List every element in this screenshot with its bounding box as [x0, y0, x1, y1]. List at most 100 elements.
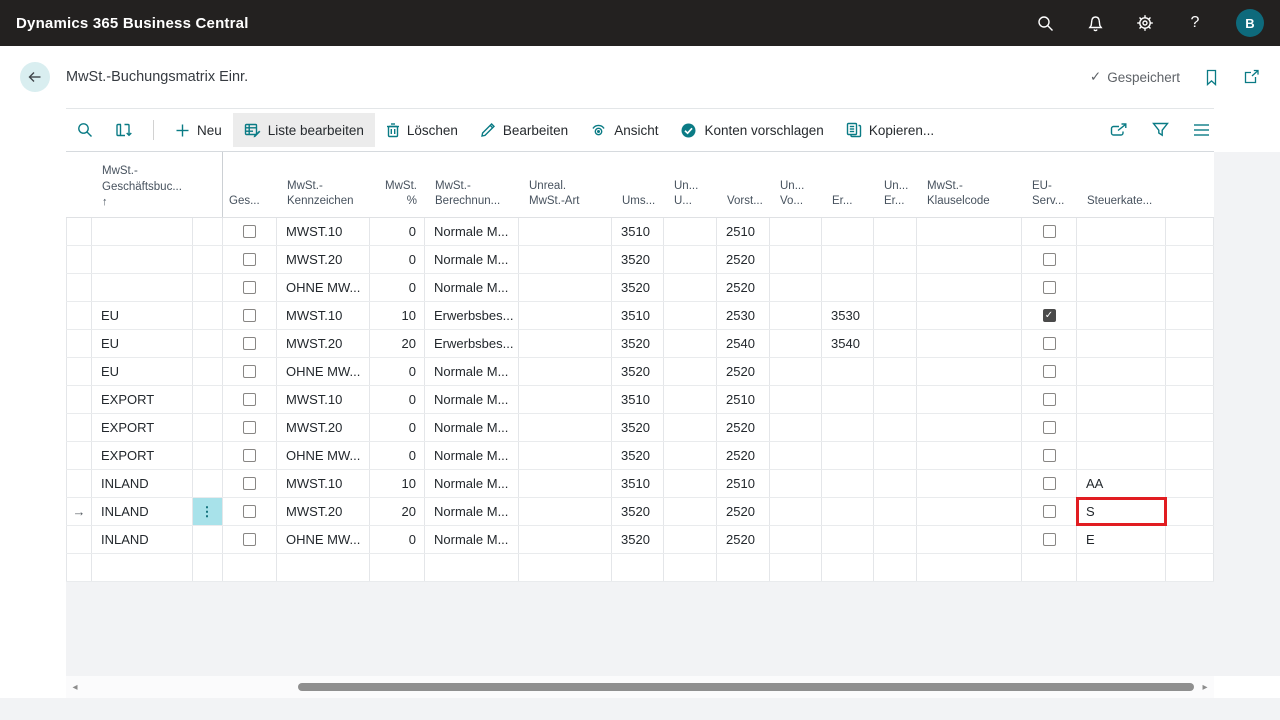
cell-gruppe[interactable]: EXPORT [92, 442, 193, 469]
cell-vorst[interactable]: 2520 [717, 526, 770, 553]
cell-er[interactable] [822, 470, 874, 497]
cell-vorst[interactable]: 2510 [717, 386, 770, 413]
cell-unreal[interactable] [519, 330, 612, 357]
cell-er[interactable] [822, 274, 874, 301]
col-header-er[interactable]: Er... [832, 195, 853, 208]
cell-steuerkat[interactable] [1077, 386, 1166, 413]
ges-checkbox[interactable] [243, 393, 256, 406]
cell-unU[interactable] [664, 442, 717, 469]
cell-euserv[interactable] [1022, 330, 1077, 357]
cell-ums[interactable]: 3520 [612, 442, 664, 469]
cell-euserv[interactable] [1022, 470, 1077, 497]
cell-berechnung[interactable]: Erwerbsbes... [425, 302, 519, 329]
cell-er[interactable] [822, 218, 874, 245]
cell-unVo[interactable] [770, 330, 822, 357]
table-row[interactable]: → INLAND ⋮ MWST.20 20 Normale M... 3520 2520 S [66, 497, 1214, 526]
col-header-unreal[interactable]: Unreal. MwSt.-Art [529, 179, 580, 208]
list-options-icon[interactable] [1193, 113, 1210, 147]
euserv-checkbox[interactable] [1042, 533, 1056, 546]
cell-unU[interactable] [664, 386, 717, 413]
cell-klausel[interactable] [917, 386, 1022, 413]
cell-unEr[interactable] [874, 498, 917, 525]
euserv-checkbox[interactable] [1042, 421, 1056, 434]
cell-steuerkat[interactable]: AA [1077, 470, 1166, 497]
cell-unreal[interactable] [519, 442, 612, 469]
cell-steuerkat[interactable] [1077, 442, 1166, 469]
euserv-checkbox[interactable] [1042, 477, 1056, 490]
col-header-ums[interactable]: Ums... [622, 195, 656, 208]
search-icon[interactable] [1036, 14, 1054, 32]
cell-kennzeichen[interactable]: MWST.10 [277, 218, 370, 245]
cell-berechnung[interactable]: Normale M... [425, 218, 519, 245]
cell-gruppe[interactable]: EU [92, 302, 193, 329]
cell-euserv[interactable] [1022, 386, 1077, 413]
cell-prozent[interactable]: 0 [370, 386, 425, 413]
cell-berechnung[interactable]: Normale M... [425, 498, 519, 525]
euserv-checkbox[interactable]: ✓ [1042, 309, 1056, 322]
cell-ums[interactable]: 3510 [612, 218, 664, 245]
cell-euserv[interactable] [1022, 414, 1077, 441]
cell-prozent[interactable]: 0 [370, 246, 425, 273]
cell-unEr[interactable] [874, 246, 917, 273]
cell-unU[interactable] [664, 414, 717, 441]
cell-steuerkat[interactable] [1077, 330, 1166, 357]
cell-gruppe[interactable] [92, 218, 193, 245]
suggest-accounts-button[interactable]: Konten vorschlagen [669, 113, 834, 147]
cell-unreal[interactable] [519, 526, 612, 553]
open-in-new-window-icon[interactable] [1243, 69, 1260, 85]
ges-checkbox[interactable] [243, 253, 256, 266]
cell-ums[interactable]: 3510 [612, 470, 664, 497]
cell-rowmenu[interactable] [193, 302, 223, 329]
cell-prozent[interactable]: 10 [370, 470, 425, 497]
cell-steuerkat[interactable] [1077, 246, 1166, 273]
avatar[interactable]: B [1236, 9, 1264, 37]
cell-ges[interactable] [223, 386, 277, 413]
cell-berechnung[interactable]: Normale M... [425, 470, 519, 497]
cell-unEr[interactable] [874, 274, 917, 301]
cell-unU[interactable] [664, 246, 717, 273]
cell-ges[interactable] [223, 414, 277, 441]
ges-checkbox[interactable] [243, 477, 256, 490]
cell-unreal[interactable] [519, 246, 612, 273]
cell-ges[interactable] [223, 330, 277, 357]
ges-checkbox[interactable] [243, 533, 256, 546]
cell-berechnung[interactable]: Normale M... [425, 442, 519, 469]
delete-button[interactable]: Löschen [375, 113, 469, 147]
cell-steuerkat[interactable] [1077, 218, 1166, 245]
cell-unEr[interactable] [874, 330, 917, 357]
cell-euserv[interactable] [1022, 526, 1077, 553]
cell-prozent[interactable]: 20 [370, 498, 425, 525]
cell-vorst[interactable]: 2520 [717, 358, 770, 385]
euserv-checkbox[interactable] [1042, 225, 1056, 238]
cell-unreal[interactable] [519, 358, 612, 385]
cell-rowmenu[interactable] [193, 218, 223, 245]
cell-vorst[interactable]: 2520 [717, 246, 770, 273]
cell-klausel[interactable] [917, 274, 1022, 301]
cell-prozent[interactable]: 0 [370, 526, 425, 553]
ges-checkbox[interactable] [243, 421, 256, 434]
cell-vorst[interactable]: 2520 [717, 274, 770, 301]
cell-er[interactable] [822, 386, 874, 413]
help-icon[interactable]: ? [1190, 14, 1200, 31]
cell-kennzeichen[interactable]: MWST.20 [277, 498, 370, 525]
cell-er[interactable]: 3530 [822, 302, 874, 329]
cell-ges[interactable] [223, 358, 277, 385]
cell-berechnung[interactable]: Normale M... [425, 274, 519, 301]
cell-unU[interactable] [664, 302, 717, 329]
cell-gruppe[interactable] [92, 274, 193, 301]
euserv-checkbox[interactable] [1042, 281, 1056, 294]
cell-klausel[interactable] [917, 302, 1022, 329]
cell-unVo[interactable] [770, 498, 822, 525]
table-row[interactable]: EU OHNE MW... 0 Normale M... 3520 2520 [66, 358, 1214, 386]
cell-er[interactable] [822, 498, 874, 525]
cell-unEr[interactable] [874, 526, 917, 553]
scroll-left-icon[interactable]: ◂ [72, 681, 78, 693]
cell-ges[interactable] [223, 498, 277, 525]
scrollbar-thumb[interactable] [298, 683, 1194, 691]
cell-ges[interactable] [223, 302, 277, 329]
cell-rowmenu[interactable] [193, 274, 223, 301]
cell-ges[interactable] [223, 442, 277, 469]
cell-unreal[interactable] [519, 498, 612, 525]
cell-unVo[interactable] [770, 274, 822, 301]
cell-er[interactable] [822, 246, 874, 273]
